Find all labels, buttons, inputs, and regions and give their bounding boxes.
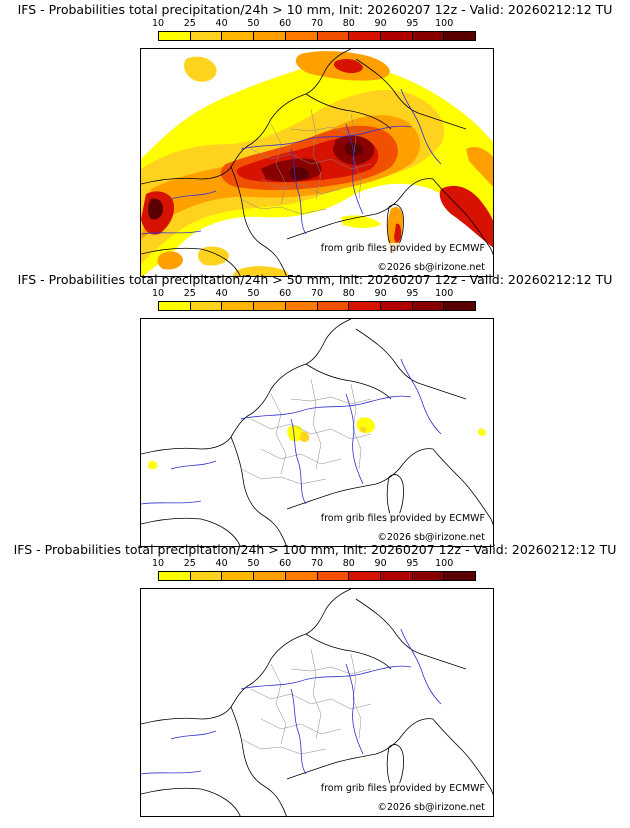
grib-credit: from grib files provided by ECMWF	[318, 243, 487, 254]
colorbar-swatch	[222, 32, 255, 40]
grib-credit: from grib files provided by ECMWF	[318, 783, 487, 794]
site-credit: ©2026 sb@irizone.net	[375, 262, 487, 273]
colorbar-swatch	[349, 572, 381, 580]
colorbar-swatch	[190, 32, 223, 40]
colorbar-tick-label: 100	[435, 288, 454, 299]
admin-boundaries	[240, 648, 372, 755]
colorbar	[158, 31, 476, 41]
colorbar-swatch	[349, 302, 381, 310]
colorbar-labels: 10 25 40 50 60 70 80 90 95 100	[140, 558, 500, 570]
colorbar-tick-label: 50	[247, 558, 260, 569]
colorbar-labels: 10 25 40 50 60 70 80 90 95 100	[140, 18, 500, 30]
coastlines	[141, 49, 493, 276]
colorbar-swatch	[254, 32, 286, 40]
colorbar-tick-label: 40	[215, 558, 228, 569]
rivers	[141, 88, 442, 235]
colorbar-labels: 10 25 40 50 60 70 80 90 95 100	[140, 288, 500, 300]
colorbar-swatch	[412, 302, 445, 310]
probability-field	[141, 51, 493, 276]
colorbar-swatch	[222, 302, 255, 310]
colorbar-tick-label: 90	[374, 558, 387, 569]
grib-credit: from grib files provided by ECMWF	[318, 513, 487, 524]
colorbar-tick-label: 80	[342, 558, 355, 569]
coastlines	[141, 589, 493, 816]
colorbar-swatch	[222, 572, 255, 580]
colorbar-tick-label: 10	[151, 18, 165, 29]
colorbar-tick-label: 50	[247, 18, 260, 29]
probability-field	[148, 417, 486, 470]
colorbar-tick-label: 100	[435, 558, 454, 569]
colorbar-swatch	[317, 32, 350, 40]
probability-map[interactable]: from grib files provided by ECMWF ©2026 …	[140, 588, 494, 817]
admin-boundaries	[240, 378, 372, 485]
colorbar-swatch	[444, 32, 476, 40]
colorbar-swatch	[444, 302, 476, 310]
panel-50mm: IFS - Probabilities total precipitation/…	[0, 270, 630, 547]
colorbar-tick-label: 90	[374, 288, 387, 299]
colorbar-swatch	[285, 32, 318, 40]
colorbar-swatch	[190, 302, 223, 310]
colorbar-tick-label: 25	[183, 18, 196, 29]
colorbar-swatch	[380, 32, 413, 40]
colorbar-swatch	[412, 32, 445, 40]
colorbar-tick-label: 25	[183, 558, 196, 569]
colorbar-swatch	[159, 32, 191, 40]
colorbar-swatch	[380, 302, 413, 310]
colorbar-swatch	[159, 572, 191, 580]
colorbar-tick-label: 70	[310, 18, 324, 29]
colorbar-swatch	[317, 572, 350, 580]
site-credit: ©2026 sb@irizone.net	[375, 802, 487, 813]
coastlines	[141, 319, 493, 546]
rivers	[141, 358, 442, 505]
colorbar-swatch	[444, 572, 476, 580]
colorbar-tick-label: 10	[151, 288, 165, 299]
colorbar-tick-label: 95	[406, 18, 419, 29]
colorbar-tick-label: 100	[435, 18, 454, 29]
colorbar-swatch	[349, 32, 381, 40]
colorbar-tick-label: 60	[279, 288, 292, 299]
colorbar-tick-label: 60	[279, 18, 292, 29]
rivers	[141, 628, 442, 775]
panel-100mm: IFS - Probabilities total precipitation/…	[0, 540, 630, 817]
colorbar	[158, 571, 476, 581]
colorbar	[158, 301, 476, 311]
panel-title: IFS - Probabilities total precipitation/…	[13, 542, 617, 557]
colorbar-swatch	[380, 572, 413, 580]
colorbar-swatch	[285, 302, 318, 310]
panel-title: IFS - Probabilities total precipitation/…	[17, 2, 613, 17]
probability-map[interactable]: from grib files provided by ECMWF ©2026 …	[140, 318, 494, 547]
colorbar-tick-label: 50	[247, 288, 260, 299]
probability-map[interactable]: from grib files provided by ECMWF ©2026 …	[140, 48, 494, 277]
colorbar-swatch	[254, 572, 286, 580]
panel-title: IFS - Probabilities total precipitation/…	[17, 272, 613, 287]
colorbar-tick-label: 70	[310, 288, 324, 299]
colorbar-tick-label: 80	[342, 18, 355, 29]
colorbar-tick-label: 90	[374, 18, 387, 29]
colorbar-swatch	[159, 302, 191, 310]
colorbar-swatch	[317, 302, 350, 310]
colorbar-tick-label: 40	[215, 288, 228, 299]
colorbar-tick-label: 60	[279, 558, 292, 569]
colorbar-tick-label: 95	[406, 288, 419, 299]
colorbar-tick-label: 25	[183, 288, 196, 299]
colorbar-tick-label: 70	[310, 558, 324, 569]
panel-10mm: IFS - Probabilities total precipitation/…	[0, 0, 630, 277]
colorbar-swatch	[254, 302, 286, 310]
colorbar-tick-label: 80	[342, 288, 355, 299]
colorbar-swatch	[190, 572, 223, 580]
colorbar-tick-label: 40	[215, 18, 228, 29]
colorbar-tick-label: 10	[151, 558, 165, 569]
admin-boundaries	[240, 108, 372, 215]
colorbar-swatch	[412, 572, 445, 580]
site-credit: ©2026 sb@irizone.net	[375, 532, 487, 543]
colorbar-tick-label: 95	[406, 558, 419, 569]
colorbar-swatch	[285, 572, 318, 580]
